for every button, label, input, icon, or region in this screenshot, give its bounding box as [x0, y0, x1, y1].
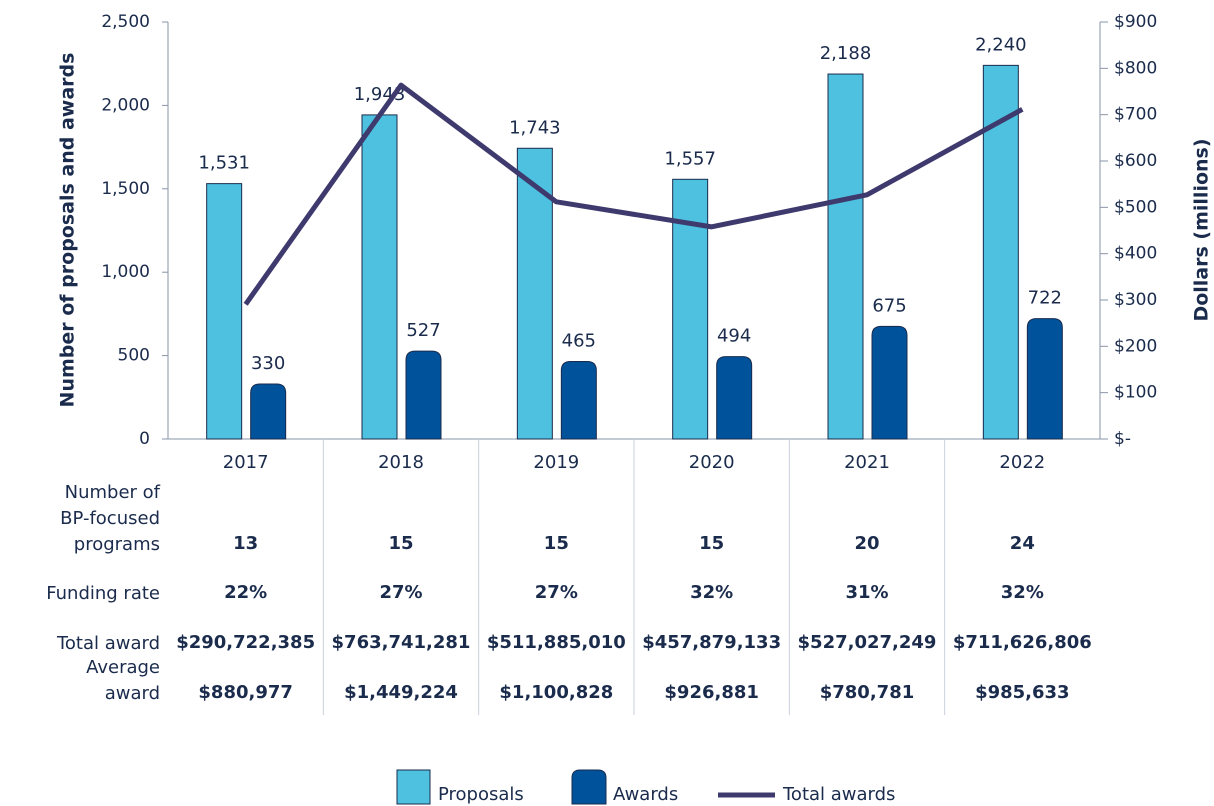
y-tick-label: 500 — [118, 346, 150, 366]
bar — [1026, 318, 1063, 440]
table-cell: 15 — [699, 533, 725, 554]
table-cell: 24 — [1009, 533, 1035, 554]
y-tick-label: 2,500 — [101, 12, 150, 32]
data-label: 2,240 — [975, 34, 1027, 55]
y2-tick-label: $600 — [1114, 151, 1157, 171]
table-cell: $1,449,224 — [344, 682, 458, 703]
row-label: Funding rate — [46, 583, 160, 604]
legend-label: Awards — [613, 784, 678, 805]
table-cell: 15 — [388, 533, 414, 554]
row-label: Number of BP-focused programs — [60, 482, 160, 555]
x-tick-label: 2021 — [844, 452, 890, 473]
bar — [206, 183, 243, 440]
data-label: 1,557 — [664, 148, 716, 169]
y2-tick-label: $300 — [1114, 290, 1157, 310]
x-tick-label: 2017 — [223, 452, 269, 473]
table-cell: $1,100,828 — [499, 682, 614, 703]
table-cell: $711,626,806 — [952, 632, 1092, 653]
legend-swatch — [571, 769, 607, 805]
bar — [405, 350, 442, 440]
bar — [716, 356, 753, 440]
legend-label: Proposals — [438, 784, 524, 805]
line — [243, 82, 1024, 306]
y2-tick-label: $200 — [1114, 336, 1157, 356]
data-label: 527 — [406, 320, 440, 341]
data-label: 722 — [1028, 288, 1062, 309]
data-label: 1,531 — [198, 153, 250, 174]
table-cell: 13 — [233, 533, 259, 554]
x-tick-label: 2018 — [378, 452, 424, 473]
bar — [672, 178, 709, 440]
y-tick-label: 1,000 — [101, 262, 150, 282]
bar — [250, 383, 287, 440]
table-cell: $511,885,010 — [486, 632, 626, 653]
legend-swatch — [396, 769, 431, 805]
y2-tick-label: $900 — [1114, 12, 1157, 32]
table-cell: 20 — [854, 533, 880, 554]
y2-axis-title: Dollars (millions) — [1191, 138, 1213, 321]
table-cell: $290,722,385 — [176, 632, 316, 653]
table-cell: 27% — [534, 582, 578, 603]
data-label: 330 — [251, 353, 285, 374]
y-tick-label: 0 — [139, 429, 150, 449]
y2-tick-label: $- — [1114, 429, 1131, 449]
data-label: 465 — [562, 330, 596, 351]
y2-tick-label: $700 — [1114, 105, 1157, 125]
bar — [361, 114, 398, 440]
bar — [827, 73, 864, 440]
row-label: Total award — [56, 633, 160, 654]
table-cell: 32% — [1000, 582, 1044, 603]
y2-tick-label: $500 — [1114, 197, 1157, 217]
table-cell: $880,977 — [198, 682, 293, 703]
y-tick-label: 2,000 — [101, 95, 150, 115]
data-label: 1,743 — [509, 117, 561, 138]
y-tick-label: 1,500 — [101, 179, 150, 199]
data-label: 494 — [717, 326, 751, 347]
x-tick-label: 2022 — [999, 452, 1045, 473]
bar — [871, 325, 908, 440]
y2-tick-label: $800 — [1114, 58, 1157, 78]
table-cell: $763,741,281 — [331, 632, 471, 653]
table-cell: $985,633 — [975, 682, 1070, 703]
y-axis-title: Number of proposals and awards — [57, 53, 79, 408]
table-cell: $780,781 — [819, 682, 915, 703]
table-cell: $926,881 — [664, 682, 759, 703]
table-cell: 32% — [690, 582, 734, 603]
x-tick-label: 2019 — [533, 452, 579, 473]
table-cell: $457,879,133 — [642, 632, 782, 653]
table-cell: $527,027,249 — [797, 632, 937, 653]
data-label: 2,188 — [820, 43, 872, 64]
table-cell: 27% — [379, 582, 423, 603]
table-cell: 31% — [845, 582, 889, 603]
x-tick-label: 2020 — [689, 452, 735, 473]
y2-tick-label: $100 — [1114, 383, 1157, 403]
y2-tick-label: $400 — [1114, 244, 1157, 264]
legend-label: Total awards — [782, 784, 895, 805]
table-cell: 22% — [224, 582, 268, 603]
row-label: Average award — [86, 657, 160, 704]
bar — [560, 360, 597, 440]
data-label: 675 — [872, 295, 906, 316]
table-cell: 15 — [543, 533, 569, 554]
